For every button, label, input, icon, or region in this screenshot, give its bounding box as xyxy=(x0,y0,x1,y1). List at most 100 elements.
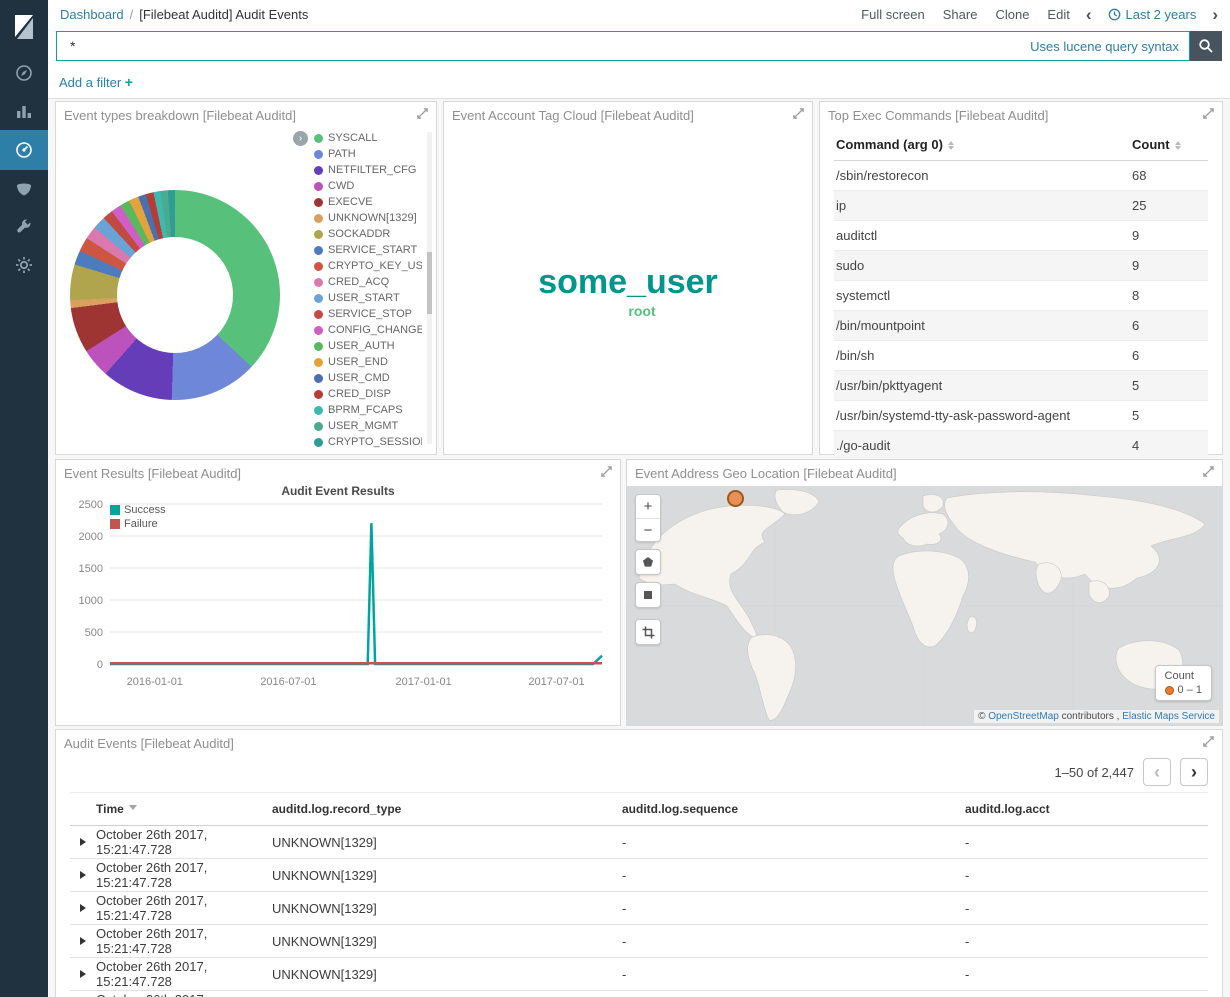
audit-table-row[interactable]: October 26th 2017, 15:21:47.728UNKNOWN[1… xyxy=(70,892,1208,925)
acct-column-header[interactable]: auditd.log.acct xyxy=(965,802,1208,816)
legend-item[interactable]: CRED_ACQ xyxy=(314,276,422,288)
menu-item-clone[interactable]: Clone xyxy=(995,7,1029,22)
time-forward-button[interactable]: › xyxy=(1212,6,1218,23)
exec-command-cell[interactable]: ./go-audit xyxy=(834,438,1132,453)
expand-panel-icon[interactable] xyxy=(793,108,804,119)
legend-item[interactable]: CRYPTO_SESSION xyxy=(314,436,422,448)
legend-item[interactable]: SYSCALL xyxy=(314,132,422,144)
legend-item[interactable]: CRED_DISP xyxy=(314,388,422,400)
crop-filter-button[interactable] xyxy=(635,619,661,645)
legend-item[interactable]: SERVICE_STOP xyxy=(314,308,422,320)
record-type-column-header[interactable]: auditd.log.record_type xyxy=(272,802,622,816)
legend-item[interactable]: USER_AUTH xyxy=(314,340,422,352)
expand-panel-icon[interactable] xyxy=(417,108,428,119)
audit-table-row[interactable]: October 26th 2017, 15:21:47.728UNKNOWN[1… xyxy=(70,826,1208,859)
openstreetmap-link[interactable]: OpenStreetMap xyxy=(988,711,1059,722)
event-types-donut[interactable] xyxy=(70,190,280,400)
legend-item[interactable]: USER_MGMT xyxy=(314,420,422,432)
audit-record-type-cell: UNKNOWN[1329] xyxy=(272,967,622,982)
exec-command-header[interactable]: Command (arg 0) xyxy=(834,137,1132,152)
legend-collapse-button[interactable]: › xyxy=(293,131,308,146)
exec-table-row: /usr/bin/pkttyagent5 xyxy=(834,371,1208,401)
expand-panel-icon[interactable] xyxy=(1203,108,1214,119)
legend-item[interactable]: USER_END xyxy=(314,356,422,368)
legend-item[interactable]: EXECVE xyxy=(314,196,422,208)
panel-audit-events: Audit Events [Filebeat Auditd] 1–50 of 2… xyxy=(55,729,1223,997)
legend-item[interactable]: UNKNOWN[1329] xyxy=(314,212,422,224)
sequence-column-header[interactable]: auditd.log.sequence xyxy=(622,802,965,816)
geo-map[interactable]: + − Count xyxy=(627,486,1222,725)
zoom-out-button[interactable]: − xyxy=(636,518,660,541)
tag-root[interactable]: root xyxy=(628,304,655,318)
exec-command-cell[interactable]: systemctl xyxy=(834,288,1132,303)
exec-command-cell[interactable]: /bin/sh xyxy=(834,348,1132,363)
legend-item[interactable]: CRYPTO_KEY_USER xyxy=(314,260,422,272)
exec-table-row: sudo9 xyxy=(834,251,1208,281)
row-expand-caret[interactable] xyxy=(70,838,96,846)
legend-item[interactable]: SERVICE_START xyxy=(314,244,422,256)
zoom-in-button[interactable]: + xyxy=(636,495,660,518)
svg-text:2016-01-01: 2016-01-01 xyxy=(127,676,183,688)
draw-polygon-button[interactable] xyxy=(635,549,661,575)
chart-legend-item[interactable]: Failure xyxy=(110,518,166,530)
pagination-next-button[interactable]: › xyxy=(1180,758,1208,786)
bar-chart-icon xyxy=(15,102,33,120)
sidebar-item-discover[interactable] xyxy=(0,54,48,92)
legend-item[interactable]: CONFIG_CHANGE xyxy=(314,324,422,336)
exec-command-cell[interactable]: /sbin/restorecon xyxy=(834,168,1132,183)
breadcrumb-dashboard-link[interactable]: Dashboard xyxy=(60,7,124,22)
legend-item[interactable]: CWD xyxy=(314,180,422,192)
tag-some_user[interactable]: some_user xyxy=(538,265,718,299)
expand-panel-icon[interactable] xyxy=(1203,736,1214,747)
exec-command-cell[interactable]: ip xyxy=(834,198,1132,213)
legend-color-dot xyxy=(314,166,323,175)
exec-command-cell[interactable]: /usr/bin/systemd-tty-ask-password-agent xyxy=(834,408,1132,423)
sidebar-item-dev-tools[interactable] xyxy=(0,208,48,246)
sidebar-item-monitoring[interactable] xyxy=(0,170,48,208)
query-input[interactable] xyxy=(57,38,1030,54)
add-filter-link[interactable]: Add a filter + xyxy=(59,75,133,90)
sidebar-item-dashboard[interactable] xyxy=(0,130,48,170)
menu-item-full-screen[interactable]: Full screen xyxy=(861,7,925,22)
time-picker-button[interactable]: Last 2 years xyxy=(1108,7,1197,22)
exec-command-cell[interactable]: auditctl xyxy=(834,228,1132,243)
audit-table-row[interactable]: October 26th 2017, 15:21:47.728UNKNOWN[1… xyxy=(70,925,1208,958)
legend-item[interactable]: BPRM_FCAPS xyxy=(314,404,422,416)
legend-item[interactable]: SOCKADDR xyxy=(314,228,422,240)
row-expand-caret[interactable] xyxy=(70,937,96,945)
menu-item-share[interactable]: Share xyxy=(943,7,978,22)
pagination-prev-button[interactable]: ‹ xyxy=(1143,758,1171,786)
exec-command-cell[interactable]: /bin/mountpoint xyxy=(834,318,1132,333)
lucene-syntax-link[interactable]: Uses lucene query syntax xyxy=(1030,39,1179,54)
time-column-header[interactable]: Time xyxy=(96,802,272,816)
audit-table-row[interactable]: October 26th 2017, 15:21:47.728UNKNOWN[1… xyxy=(70,958,1208,991)
audit-table-row[interactable]: October 26th 2017, 15:21:47.728UNKNOWN[1… xyxy=(70,859,1208,892)
kibana-logo[interactable] xyxy=(0,0,48,54)
sidebar-item-management[interactable] xyxy=(0,246,48,284)
row-expand-caret[interactable] xyxy=(70,871,96,879)
tag-cloud: some_userroot xyxy=(444,128,812,454)
legend-item[interactable]: USER_CMD xyxy=(314,372,422,384)
sidebar-item-visualize[interactable] xyxy=(0,92,48,130)
legend-scrollbar-thumb[interactable] xyxy=(427,252,432,314)
geo-point-marker[interactable] xyxy=(727,490,744,507)
elastic-maps-service-link[interactable]: Elastic Maps Service xyxy=(1122,711,1215,722)
search-button[interactable] xyxy=(1190,31,1222,61)
exec-count-cell: 8 xyxy=(1132,288,1208,303)
exec-count-header[interactable]: Count xyxy=(1132,137,1208,152)
row-expand-caret[interactable] xyxy=(70,970,96,978)
plus-icon: + xyxy=(125,74,133,90)
draw-rectangle-button[interactable] xyxy=(635,582,661,608)
legend-item[interactable]: PATH xyxy=(314,148,422,160)
exec-command-cell[interactable]: sudo xyxy=(834,258,1132,273)
expand-panel-icon[interactable] xyxy=(1203,466,1214,477)
row-expand-caret[interactable] xyxy=(70,904,96,912)
exec-command-cell[interactable]: /usr/bin/pkttyagent xyxy=(834,378,1132,393)
audit-table-row[interactable]: October 26th 2017, 15:21:47.728UNKNOWN[1… xyxy=(70,991,1208,997)
legend-item[interactable]: USER_START xyxy=(314,292,422,304)
menu-item-edit[interactable]: Edit xyxy=(1047,7,1069,22)
time-back-button[interactable]: ‹ xyxy=(1086,6,1092,23)
expand-panel-icon[interactable] xyxy=(601,466,612,477)
chart-legend-item[interactable]: Success xyxy=(110,504,166,516)
legend-item[interactable]: NETFILTER_CFG xyxy=(314,164,422,176)
